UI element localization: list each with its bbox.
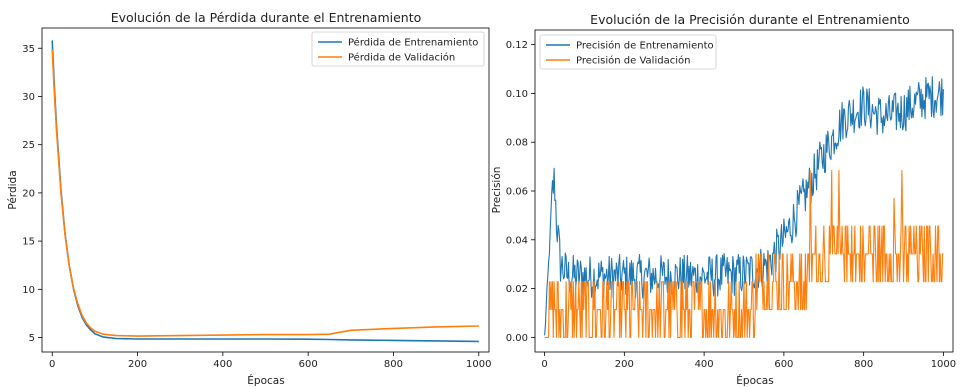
loss-x-ticks: 0 200 400 600 800 1000 xyxy=(49,352,491,370)
loss-y-ticks: 5 10 15 20 25 30 35 xyxy=(22,44,42,344)
loss-plot-frame xyxy=(41,27,490,353)
accuracy-legend-label-val: Precisión de Validación xyxy=(576,55,690,67)
accuracy-y-tick-label: 0.04 xyxy=(506,235,528,246)
loss-y-tick-label: 15 xyxy=(22,237,35,248)
accuracy-chart: Evolución de la Precisión durante el Ent… xyxy=(491,12,956,387)
accuracy-y-tick-label: 0.00 xyxy=(506,333,528,344)
accuracy-y-tick-label: 0.02 xyxy=(506,284,528,295)
loss-legend-label-val: Pérdida de Validación xyxy=(348,52,455,64)
loss-y-tick-label: 10 xyxy=(22,285,35,296)
accuracy-x-tick-label: 600 xyxy=(774,359,793,370)
loss-series-line-0 xyxy=(51,40,479,343)
accuracy-y-tick-label: 0.10 xyxy=(506,89,528,100)
accuracy-series-line-0 xyxy=(544,76,944,336)
accuracy-y-axis-label: Precisión xyxy=(491,167,503,214)
accuracy-y-tick-label: 0.06 xyxy=(506,187,528,198)
accuracy-series-lines xyxy=(544,76,944,338)
loss-x-tick-label: 400 xyxy=(213,359,232,370)
loss-y-axis-label: Pérdida xyxy=(7,170,19,209)
loss-y-tick-label: 20 xyxy=(22,188,35,199)
loss-x-tick-label: 200 xyxy=(128,359,147,370)
loss-legend-box xyxy=(311,31,485,67)
loss-chart-title: Evolución de la Pérdida durante el Entre… xyxy=(111,10,422,25)
loss-legend: Pérdida de Entrenamiento Pérdida de Vali… xyxy=(311,31,485,67)
accuracy-legend: Precisión de Entrenamiento Precisión de … xyxy=(539,34,717,70)
accuracy-legend-box xyxy=(539,34,717,70)
loss-y-tick-label: 5 xyxy=(29,333,35,344)
loss-chart: Evolución de la Pérdida durante el Entre… xyxy=(7,10,491,387)
accuracy-x-tick-label: 800 xyxy=(854,359,873,370)
loss-x-tick-label: 0 xyxy=(49,359,55,370)
loss-x-axis-label: Épocas xyxy=(247,374,284,387)
accuracy-y-tick-label: 0.08 xyxy=(506,138,528,149)
accuracy-x-tick-label: 200 xyxy=(615,359,634,370)
loss-x-tick-label: 800 xyxy=(384,359,403,370)
accuracy-x-tick-label: 0 xyxy=(541,359,547,370)
loss-legend-label-train: Pérdida de Entrenamiento xyxy=(348,37,478,49)
accuracy-x-tick-label: 1000 xyxy=(931,359,956,370)
loss-y-tick-label: 35 xyxy=(22,44,35,55)
loss-x-tick-label: 1000 xyxy=(466,359,491,370)
loss-y-tick-label: 25 xyxy=(22,140,35,151)
loss-x-tick-label: 600 xyxy=(299,359,318,370)
accuracy-x-ticks: 0 200 400 600 800 1000 xyxy=(541,352,956,370)
accuracy-x-tick-label: 400 xyxy=(695,359,714,370)
accuracy-legend-label-train: Precisión de Entrenamiento xyxy=(576,40,714,52)
accuracy-y-ticks: 0.00 0.02 0.04 0.06 0.08 0.10 0.12 xyxy=(506,40,535,344)
loss-series-lines xyxy=(51,40,479,343)
loss-series-line-1 xyxy=(51,49,479,337)
accuracy-chart-title: Evolución de la Precisión durante el Ent… xyxy=(590,12,910,27)
accuracy-y-tick-label: 0.12 xyxy=(506,40,528,51)
loss-y-tick-label: 30 xyxy=(22,92,35,103)
accuracy-x-axis-label: Épocas xyxy=(736,374,773,387)
accuracy-series-line-1 xyxy=(544,169,944,338)
